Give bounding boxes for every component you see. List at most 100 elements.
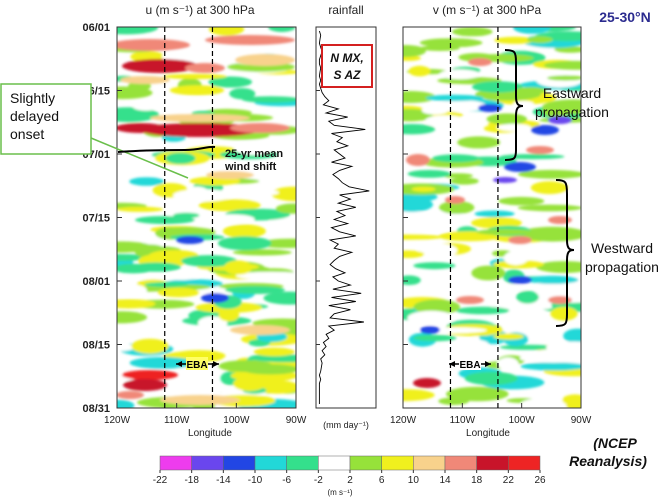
heatmap-cell (550, 306, 578, 321)
heatmap-cell (408, 65, 431, 77)
colorbar-level-label: -14 (216, 475, 231, 486)
u-wind-heatmap (116, 26, 297, 409)
heatmap-cell (471, 265, 506, 281)
colorbar-level-label: -18 (184, 475, 199, 486)
heatmap-cell (222, 224, 266, 239)
u-eba-marker: EBA (176, 357, 219, 371)
westward-brace (555, 179, 575, 327)
heatmap-feature (176, 236, 204, 244)
colorbar-swatch (476, 455, 509, 471)
heatmap-cell (232, 249, 292, 256)
heatmap-cell (536, 261, 581, 273)
colorbar-unit: (m s⁻¹) (327, 488, 352, 497)
callout-line-3: onset (10, 126, 44, 142)
heatmap-cell (132, 102, 159, 111)
heatmap-feature (235, 54, 295, 66)
heatmap-cell (435, 100, 487, 112)
heatmap-cell (517, 169, 581, 179)
heatmap-cell (432, 154, 480, 163)
westward-line-1: Westward (591, 240, 653, 256)
heatmap-cell (165, 152, 196, 164)
heatmap-cell (403, 124, 436, 135)
colorbar-level-label: 18 (471, 475, 483, 486)
heatmap-feature (456, 296, 484, 304)
heatmap-cell (173, 189, 234, 202)
heatmap-cell (494, 36, 536, 44)
heatmap-cell (117, 343, 135, 351)
date-tick-label: 08/01 (82, 276, 110, 288)
callout-box (0, 83, 92, 155)
lon-tick-label: 90W (571, 415, 592, 426)
heatmap-cell (131, 338, 169, 354)
heatmap-cell (527, 36, 553, 44)
heatmap-cell (407, 170, 451, 178)
heatmap-cell (521, 398, 573, 408)
heatmap-cell (117, 283, 147, 297)
lon-tick-label: 120W (104, 415, 131, 426)
heatmap-cell (498, 196, 545, 206)
heatmap-feature (445, 196, 465, 204)
heatmap-cell (464, 371, 518, 386)
heatmap-cell (157, 287, 200, 298)
heatmap-cell (474, 210, 515, 218)
heatmap-cell (515, 87, 547, 95)
heatmap-cell (181, 255, 238, 267)
wind-shift-line-2: wind shift (224, 161, 277, 173)
eastward-line-1: Eastward (543, 85, 601, 101)
heatmap-cell (203, 386, 240, 392)
heatmap-cell (413, 334, 457, 342)
heatmap-cell (263, 291, 296, 305)
heatmap-cell (234, 141, 275, 156)
heatmap-cell (424, 115, 465, 127)
heatmap-cell (169, 97, 222, 109)
rainfall-panel-title: rainfall (328, 3, 363, 17)
rainfall-x-label: (mm day⁻¹) (323, 420, 369, 430)
u-panel-title: u (m s⁻¹) at 300 hPa (145, 3, 254, 17)
wind-shift-line-1: 25-yr mean (225, 148, 283, 160)
heatmap-cell (547, 75, 581, 81)
rainfall-line-chart (315, 26, 377, 409)
heatmap-cell (562, 394, 581, 406)
heatmap-feature (117, 391, 144, 399)
heatmap-cell (236, 271, 296, 280)
colorbar-level-label: -22 (153, 475, 168, 486)
eastward-line-2: propagation (535, 104, 609, 120)
eastward-brace (504, 49, 524, 161)
region-box-line-2: S AZ (334, 68, 362, 82)
heatmap-cell (275, 203, 296, 214)
colorbar-level-label: 14 (439, 475, 451, 486)
heatmap-cell (206, 214, 255, 224)
heatmap-feature (413, 378, 441, 388)
heatmap-feature (150, 114, 250, 122)
lon-tick-label: 100W (509, 415, 536, 426)
heatmap-feature (548, 296, 572, 304)
lon-tick-label: 110W (164, 415, 190, 426)
source-note-line-1: (NCEP (593, 435, 637, 451)
heatmap-cell (403, 250, 425, 258)
heatmap-cell (439, 69, 481, 80)
heatmap-cell (417, 243, 458, 258)
colorbar-level-label: -2 (314, 475, 323, 486)
wind-shift-curve (117, 145, 216, 153)
colorbar-level-label: 10 (408, 475, 420, 486)
heatmap-cell (452, 27, 493, 37)
heatmap-cell (403, 197, 433, 212)
heatmap-cell (419, 45, 460, 51)
heatmap-cell (217, 236, 272, 251)
heatmap-cell (497, 357, 519, 370)
heatmap-feature (531, 125, 559, 135)
date-tick-label: 08/31 (82, 403, 110, 415)
heatmap-feature (117, 123, 165, 133)
heatmap-feature (140, 123, 260, 137)
callout-line-1: Slightly (10, 90, 55, 106)
lon-tick-label: 90W (286, 415, 307, 426)
heatmap-cell (197, 316, 228, 330)
heatmap-cell (229, 88, 256, 100)
heatmap-feature (468, 58, 492, 66)
heatmap-cell (446, 386, 509, 402)
colorbar-swatch (159, 455, 192, 471)
v-wind-heatmap (402, 26, 582, 409)
colorbar-swatch (381, 455, 414, 471)
callout-pointer (90, 137, 189, 179)
heatmap-cell (129, 177, 165, 186)
